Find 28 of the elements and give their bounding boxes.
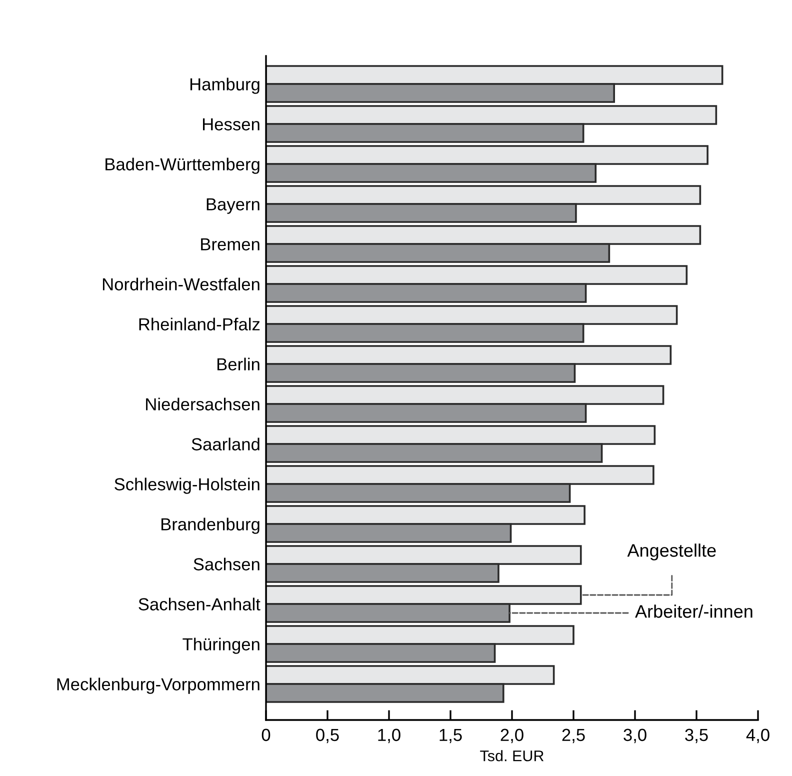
- y-tick-label: Rheinland-Pfalz: [139, 318, 260, 330]
- y-tick-label: Nordrhein-Westfalen: [102, 278, 260, 290]
- y-tick-label: Sachsen: [194, 558, 260, 570]
- text: Angestellte: [627, 544, 716, 560]
- x-tick-label: 2,5: [562, 728, 585, 744]
- y-tick-label: Brandenburg: [161, 518, 260, 534]
- y-tick-label: Hessen: [203, 118, 260, 130]
- x-tick-label: 3,0: [624, 728, 646, 744]
- y-tick-label: Sachsen-Anhalt: [138, 598, 260, 610]
- y-tick-label: Thüringen: [182, 638, 260, 654]
- y-tick-label: Bremen: [201, 238, 260, 250]
- x-tick-label: 1,0: [378, 728, 400, 744]
- y-tick-label: Schleswig-Holstein: [114, 478, 260, 494]
- x-tick-label: 2,0: [500, 728, 524, 744]
- x-tick-label: 0: [262, 728, 270, 742]
- x-tick-label: 1,5: [440, 728, 462, 744]
- text: Arbeiter/-innen: [635, 604, 752, 618]
- y-tick-label: Bayern: [206, 198, 260, 214]
- y-tick-label: Berlin: [217, 358, 260, 370]
- x-tick-label: 4,0: [746, 728, 770, 744]
- y-tick-label: Mecklenburg-Vorpommern: [57, 678, 260, 694]
- y-tick-label: Niedersachsen: [146, 398, 260, 410]
- x-axis-title: Tsd. EUR: [480, 750, 544, 762]
- y-tick-label: Hamburg: [190, 78, 260, 94]
- y-tick-label: Baden-Württemberg: [106, 158, 260, 174]
- y-tick-label: Saarland: [192, 438, 260, 450]
- x-tick-label: 0,5: [316, 728, 339, 744]
- x-tick-label: 3,5: [685, 728, 708, 744]
